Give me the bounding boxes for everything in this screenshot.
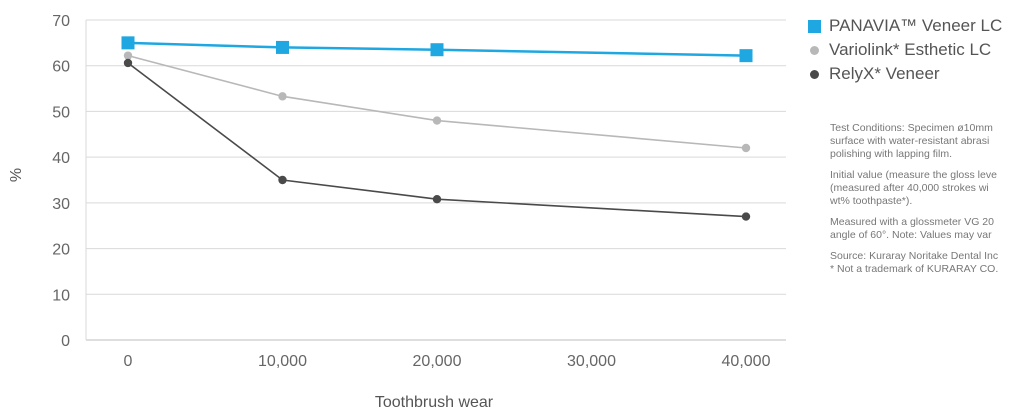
series-line	[127, 41, 747, 57]
x-tick-label: 10,000	[258, 353, 307, 370]
legend-item-variolink: Variolink* Esthetic LC	[808, 38, 1002, 62]
data-point-circle	[123, 51, 133, 60]
legend-item-panavia: PANAVIA™ Veneer LC	[808, 14, 1002, 38]
note-source: Source: Kuraray Noritake Dental Inc * No…	[830, 250, 999, 275]
y-tick-label: 70	[52, 13, 70, 30]
y-axis-title: %	[8, 168, 25, 182]
data-point-square	[276, 40, 289, 54]
legend-label: RelyX* Veneer	[829, 64, 940, 83]
note-initial-value: Initial value (measure the gloss leve (m…	[830, 169, 997, 207]
data-point-square	[739, 49, 753, 63]
circle-marker-icon	[810, 45, 819, 55]
data-point-circle	[741, 212, 751, 221]
data-point-circle	[741, 143, 751, 153]
x-axis-title: Toothbrush wear	[375, 394, 494, 411]
data-point-circle	[432, 195, 442, 204]
legend-label: Variolink* Esthetic LC	[829, 40, 992, 59]
data-point-square	[121, 36, 135, 50]
data-point-circle	[432, 116, 442, 125]
x-tick-label: 20,000	[413, 353, 462, 370]
data-point-circle	[123, 58, 133, 68]
y-tick-label: 60	[52, 59, 70, 76]
test-conditions-notes: Test Conditions: Specimen ø10mm surface …	[830, 122, 1029, 284]
y-tick-label: 40	[52, 150, 70, 167]
series-line	[127, 62, 747, 218]
data-point-circle	[278, 92, 287, 101]
y-axis-ticks: 0 10 20 30 40 50 60 70	[52, 13, 70, 350]
y-tick-label: 10	[52, 287, 70, 304]
line-chart: 0 10 20 30 40 50 60 70 0 10,000 20,000 30,000 40,00…	[8, 13, 786, 411]
x-tick-label: 0	[124, 353, 133, 370]
note-test-conditions: Test Conditions: Specimen ø10mm surface …	[830, 122, 993, 160]
y-tick-label: 20	[52, 242, 70, 259]
series-lines	[127, 41, 747, 218]
y-tick-label: 50	[52, 104, 70, 121]
square-marker-icon	[808, 19, 821, 33]
y-tick-label: 0	[61, 333, 70, 350]
note-glossmeter: Measured with a glossmeter VG 20 angle o…	[830, 216, 994, 241]
x-axis-ticks: 0 10,000 20,000 30,000 40,000	[124, 353, 771, 370]
y-tick-label: 30	[52, 196, 70, 213]
series-markers	[121, 36, 753, 221]
data-point-circle	[278, 175, 287, 185]
x-tick-label: 40,000	[722, 353, 771, 370]
series-line	[127, 54, 747, 149]
gridlines	[85, 19, 786, 341]
x-tick-label: 30,000	[567, 353, 616, 370]
legend-item-relyx: RelyX* Veneer	[808, 62, 1002, 86]
circle-marker-icon	[810, 69, 819, 79]
legend-label: PANAVIA™ Veneer LC	[829, 16, 1003, 35]
legend: PANAVIA™ Veneer LC Variolink* Esthetic L…	[808, 14, 1002, 86]
data-point-square	[430, 43, 444, 57]
